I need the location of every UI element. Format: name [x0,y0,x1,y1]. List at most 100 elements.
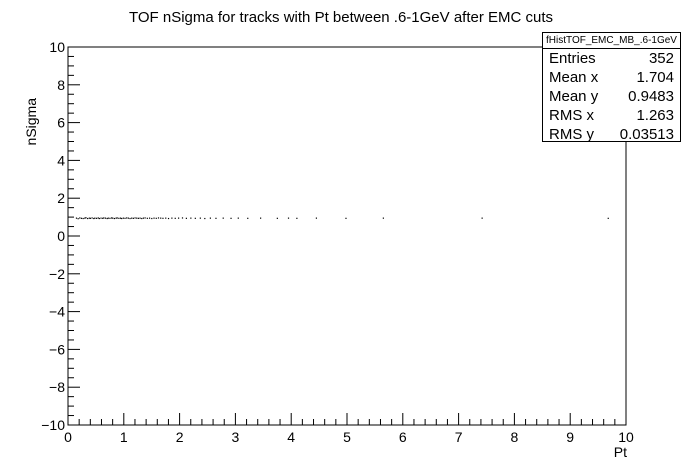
x-axis-label: Pt [614,444,627,460]
y-tick-label: −8 [49,379,65,395]
stats-row: Entries 352 [543,49,680,68]
data-point [80,217,83,219]
data-point [146,217,148,219]
data-point [82,217,84,220]
stats-label: RMS y [549,126,594,143]
stats-rows: Entries 352 Mean x 1.704 Mean y 0.9483 RMS x 1.… [543,49,680,144]
data-point [112,217,114,219]
chart-title: TOF nSigma for tracks with Pt between .6… [129,9,553,26]
x-tick-label: 6 [399,429,407,445]
data-point [119,217,122,219]
data-point [104,217,107,219]
y-tick-label: −10 [41,417,65,433]
data-point [115,217,117,219]
data-point [148,217,151,219]
x-tick-label: 3 [232,429,240,445]
x-tick-label: 4 [287,429,295,445]
data-point [167,217,170,220]
data-point [89,217,92,219]
stats-value: 0.9483 [628,88,674,105]
x-tick-label: 9 [566,429,574,445]
data-point [607,217,609,219]
data-point [124,217,126,219]
data-point [209,217,211,219]
data-point [296,217,298,219]
data-point [162,217,164,219]
stats-value: 0.03513 [619,126,674,143]
data-point [177,217,180,219]
y-tick-label: 10 [49,39,65,55]
data-point [94,217,96,219]
data-point [157,217,160,219]
data-point [315,217,318,219]
data-point [142,217,145,219]
data-point [106,217,108,220]
x-tick-label: 10 [618,429,634,445]
data-point [100,217,102,219]
y-tick-label: −2 [49,266,65,282]
data-point [87,217,89,220]
data-point [345,217,347,219]
data-point [126,217,128,219]
data-point [107,217,109,219]
stats-label: Mean x [549,69,599,86]
y-tick-label: 2 [57,190,65,206]
data-point [121,217,123,220]
data-point [116,217,118,219]
data-point [194,217,196,219]
stats-value: 352 [648,50,674,67]
y-axis-label: nSigma [23,98,39,146]
data-point [171,217,173,219]
data-point [144,217,146,219]
data-point [382,217,384,219]
data-point [230,217,232,219]
data-point [98,217,100,220]
y-tick-label: 0 [57,228,65,244]
y-tick-label: 8 [57,77,65,93]
data-point [137,217,140,219]
data-points [75,217,609,220]
data-point [215,217,217,219]
data-point [132,217,134,219]
data-point [91,217,93,219]
data-point [174,217,176,219]
data-point [153,217,155,219]
data-point [79,217,81,219]
data-point [131,217,133,219]
data-point [77,218,79,220]
data-point [103,217,105,219]
stats-row: RMS x 1.263 [543,106,680,125]
data-point [134,217,136,219]
data-point [222,217,224,219]
data-point [481,217,483,219]
data-point [190,217,192,219]
y-tick-label: −4 [49,304,65,320]
stats-value: 1.263 [636,107,674,124]
data-point [84,217,86,219]
x-tick-label: 5 [343,429,351,445]
stats-box: fHistTOF_EMC_MB_.6-1GeV Entries 352 Mean x… [542,32,681,144]
data-point [237,217,239,219]
data-point [139,217,141,219]
axis-ticks [67,46,627,426]
data-point [113,217,116,220]
data-point [102,217,104,219]
x-tick-label: 7 [455,429,463,445]
data-point [93,217,95,220]
data-point [141,217,143,220]
data-point [287,217,290,219]
data-point [118,217,120,219]
data-point [109,217,111,219]
data-point [95,217,98,219]
stats-title: fHistTOF_EMC_MB_.6-1GeV [543,33,680,49]
stats-row: Mean y 0.9483 [543,87,680,106]
data-point [165,217,167,219]
data-point [129,217,131,220]
data-point [127,217,129,219]
data-point [185,217,187,219]
data-point [75,217,78,219]
x-tick-label: 2 [176,429,184,445]
data-point [276,217,278,219]
stats-row: RMS y 0.03513 [543,125,680,144]
